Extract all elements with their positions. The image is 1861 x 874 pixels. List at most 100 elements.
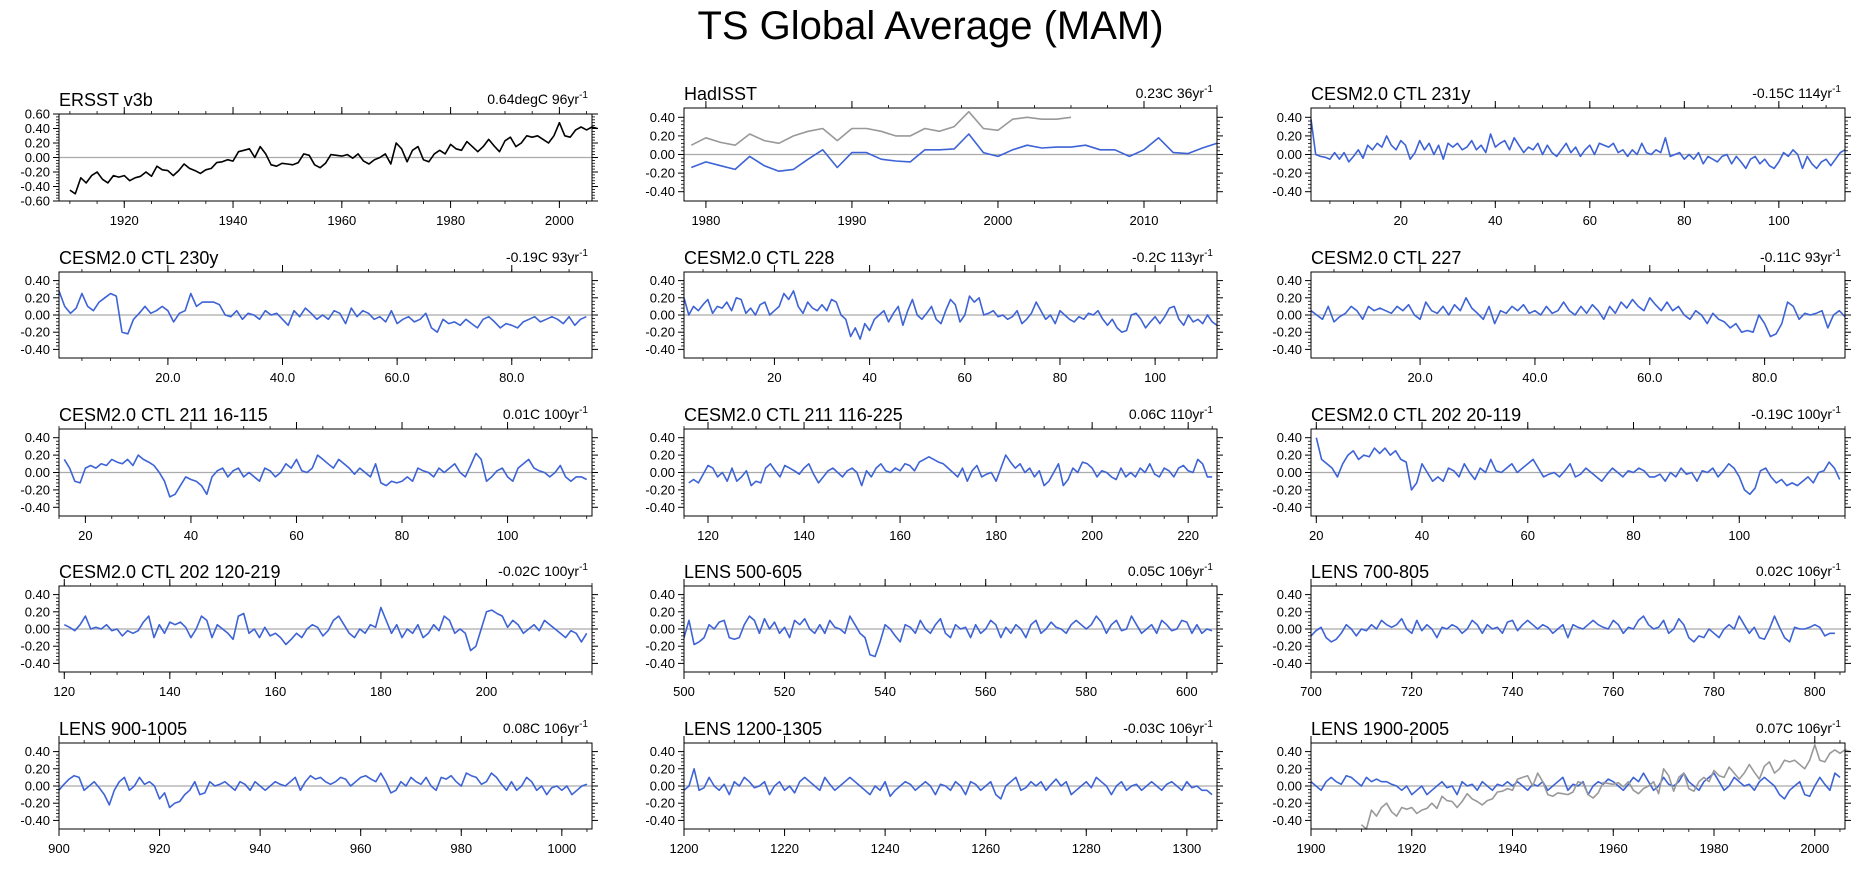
- series-line-1: [69, 121, 598, 195]
- x-tick-label: 60.0: [1637, 370, 1662, 385]
- y-tick-label: 0.40: [25, 430, 50, 445]
- panel-1: -0.60-0.40-0.200.000.200.400.60 1920 1940 1…: [20, 90, 598, 228]
- y-tick-label: -0.20: [20, 796, 50, 811]
- y-tick-label: -0.40: [645, 342, 675, 357]
- y-tick-label: -0.40: [1272, 342, 1302, 357]
- y-tick-label: 0.40: [1277, 273, 1302, 288]
- panel-title: CESM2.0 CTL 227: [1311, 248, 1461, 268]
- x-tick-label: 600: [1176, 684, 1198, 699]
- series-line-1: [1310, 296, 1846, 338]
- x-tick-label: 60: [1521, 528, 1535, 543]
- x-tick-label: 40: [184, 528, 198, 543]
- x-tick-label: 20: [78, 528, 92, 543]
- series-line-1: [63, 452, 588, 498]
- x-tick-label: 20.0: [1407, 370, 1432, 385]
- y-tick-label: -0.20: [1272, 166, 1302, 181]
- trend-value: -0.19C 93yr: [506, 249, 579, 265]
- trend-value: 0.05C 106yr: [1128, 563, 1205, 579]
- y-tick-label: -0.40: [20, 342, 50, 357]
- trend-value: 0.07C 106yr: [1756, 720, 1833, 736]
- x-tick-label: 160: [889, 528, 911, 543]
- x-tick-label: 1300: [1172, 841, 1201, 856]
- x-tick-label: 80: [1677, 213, 1691, 228]
- trend-exponent: -1: [1832, 84, 1841, 95]
- y-tick-label: 0.00: [1277, 308, 1302, 323]
- panel-trend: 0.01C 100yr-1: [503, 405, 589, 422]
- x-tick-label: 1900: [1297, 841, 1326, 856]
- y-tick-label: 0.40: [650, 587, 675, 602]
- y-tick-label: 0.20: [650, 761, 675, 776]
- panel-title: LENS 1900-2005: [1311, 719, 1449, 739]
- x-tick-label: 40: [1488, 213, 1502, 228]
- x-tick-label: 2000: [1800, 841, 1829, 856]
- x-tick-label: 1220: [770, 841, 799, 856]
- panel-title: CESM2.0 CTL 202 120-219: [59, 562, 280, 582]
- y-tick-label: -0.20: [1272, 639, 1302, 654]
- y-tick-label: 0.20: [650, 448, 675, 463]
- y-tick-label: 0.20: [1277, 290, 1302, 305]
- x-tick-label: 100: [1144, 370, 1166, 385]
- x-tick-label: 20: [767, 370, 781, 385]
- y-tick-label: 0.40: [25, 744, 50, 759]
- x-tick-label: 760: [1602, 684, 1624, 699]
- y-tick-label: 0.40: [1277, 110, 1302, 125]
- y-tick-label: 0.40: [1277, 587, 1302, 602]
- y-tick-label: 0.20: [1277, 761, 1302, 776]
- panel-title: LENS 900-1005: [59, 719, 187, 739]
- y-tick-label: -0.40: [645, 656, 675, 671]
- x-tick-label: 1280: [1072, 841, 1101, 856]
- x-tick-label: 20: [1394, 213, 1408, 228]
- y-tick-label: -0.20: [1272, 482, 1302, 497]
- panel-11: -0.40 -0.20 0.00 0.20 0.40 500 520 540 560 580 600…: [645, 562, 1223, 699]
- series-line-1: [58, 772, 588, 809]
- series-line-1: [690, 110, 1072, 146]
- panel-trend: 0.07C 106yr-1: [1756, 719, 1842, 736]
- panel-3: -0.40 -0.20 0.00 0.20 0.40 20 40 60 80 100 CESM2.0…: [1272, 84, 1851, 228]
- y-tick-label: -0.40: [20, 179, 50, 194]
- y-tick-label: 0.40: [650, 273, 675, 288]
- x-tick-label: 1920: [1397, 841, 1426, 856]
- panel-title: CESM2.0 CTL 211 16-115: [59, 405, 268, 425]
- y-tick-label: 0.20: [25, 290, 50, 305]
- x-tick-label: 1990: [837, 213, 866, 228]
- x-tick-label: 1960: [1599, 841, 1628, 856]
- panel-8: -0.40 -0.20 0.00 0.20 0.40 120 140 160 180 200 220…: [645, 405, 1223, 543]
- panel-trend: 0.23C 36yr-1: [1136, 84, 1214, 101]
- trend-value: 0.01C 100yr: [503, 406, 580, 422]
- series-line-1: [683, 615, 1213, 658]
- panel-trend: 0.05C 106yr-1: [1128, 562, 1214, 579]
- panel-12: -0.40 -0.20 0.00 0.20 0.40 700 720 740 760 780 800…: [1272, 562, 1851, 699]
- trend-exponent: -1: [579, 90, 588, 101]
- panel-14: -0.40 -0.20 0.00 0.20 0.40 1200 1220 1240 1260 12…: [645, 719, 1223, 856]
- panel-5: -0.40 -0.20 0.00 0.20 0.40 20 40 60 80 100 CESM2.0…: [645, 248, 1223, 385]
- x-tick-label: 2000: [545, 213, 574, 228]
- panel-trend: 0.06C 110yr-1: [1129, 405, 1214, 422]
- y-tick-label: 0.40: [650, 110, 675, 125]
- x-tick-label: 1940: [1498, 841, 1527, 856]
- y-tick-label: -0.40: [1272, 813, 1302, 828]
- x-tick-label: 580: [1075, 684, 1097, 699]
- trend-value: 0.64degC 96yr: [487, 91, 579, 107]
- y-tick-label: 0.20: [650, 290, 675, 305]
- trend-value: -0.03C 106yr: [1123, 720, 1204, 736]
- x-tick-label: 20: [1309, 528, 1323, 543]
- x-tick-label: 1980: [1700, 841, 1729, 856]
- panel-title: CESM2.0 CTL 230y: [59, 248, 218, 268]
- y-tick-label: 0.20: [650, 604, 675, 619]
- y-tick-label: 0.00: [25, 308, 50, 323]
- trend-value: 0.08C 106yr: [503, 720, 580, 736]
- y-tick-label: 0.20: [1277, 128, 1302, 143]
- x-tick-label: 1200: [670, 841, 699, 856]
- panel-trend: -0.15C 114yr-1: [1752, 84, 1841, 101]
- x-tick-label: 80: [395, 528, 409, 543]
- x-tick-label: 520: [774, 684, 796, 699]
- y-tick-label: 0.00: [25, 150, 50, 165]
- series-line-1: [1310, 119, 1846, 170]
- x-tick-label: 200: [476, 684, 498, 699]
- panel-trend: -0.2C 113yr-1: [1132, 248, 1213, 265]
- x-tick-label: 500: [673, 684, 695, 699]
- y-tick-label: 0.40: [1277, 744, 1302, 759]
- x-tick-label: 1940: [219, 213, 248, 228]
- y-tick-label: 0.20: [25, 761, 50, 776]
- y-tick-label: 0.60: [25, 107, 50, 122]
